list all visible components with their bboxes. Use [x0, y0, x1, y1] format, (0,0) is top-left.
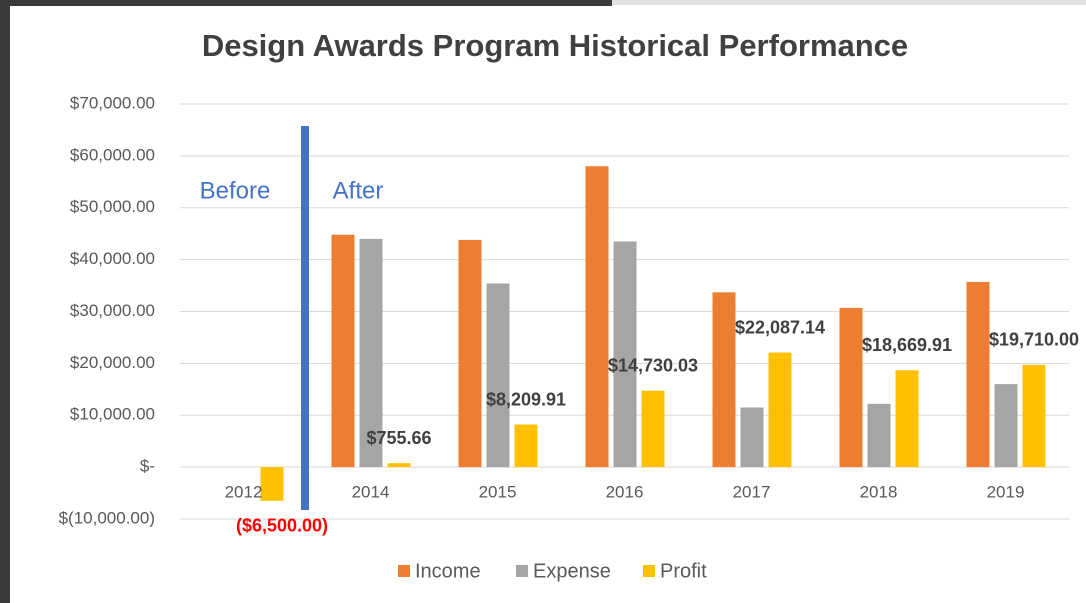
bar	[260, 467, 284, 501]
after-annotation: After	[333, 177, 384, 204]
legend-label: Income	[415, 560, 481, 582]
legend-swatch	[643, 565, 655, 577]
x-tick-label: 2015	[479, 482, 517, 501]
y-tick-label: $40,000.00	[70, 249, 155, 268]
x-tick-label: 2018	[860, 482, 898, 501]
x-tick-label: 2016	[606, 482, 644, 501]
x-tick-label: 2017	[733, 482, 771, 501]
bar	[1022, 364, 1046, 468]
y-tick-label: $30,000.00	[70, 301, 155, 320]
bar	[994, 384, 1018, 468]
y-tick-label: $(10,000.00)	[59, 508, 155, 527]
data-label: $19,710.00	[989, 330, 1079, 350]
legend-swatch	[516, 565, 528, 577]
bar	[514, 424, 538, 468]
data-label: ($6,500.00)	[236, 516, 328, 536]
x-tick-label: 2012	[225, 482, 263, 501]
y-tick-label: $10,000.00	[70, 405, 155, 424]
bar	[387, 463, 411, 468]
y-tick-label: $20,000.00	[70, 353, 155, 372]
x-tick-label: 2014	[352, 482, 390, 501]
legend-label: Expense	[533, 560, 611, 582]
x-tick-label: 2019	[987, 482, 1025, 501]
data-label: $22,087.14	[735, 317, 825, 337]
bar	[867, 403, 891, 468]
data-label: $18,669.91	[862, 335, 952, 355]
y-tick-label: $70,000.00	[70, 93, 155, 112]
top-dark-border	[0, 0, 612, 6]
bar	[458, 239, 482, 468]
bar	[331, 234, 355, 468]
legend: Income Expense Profit	[398, 560, 707, 582]
bar	[895, 370, 919, 468]
bar	[359, 238, 383, 468]
legend-label: Profit	[660, 560, 707, 582]
bar	[839, 307, 863, 468]
bar	[585, 166, 609, 468]
bar	[966, 281, 990, 468]
bar	[712, 292, 736, 468]
left-border	[0, 0, 10, 603]
bars	[260, 166, 1046, 501]
y-tick-label: $-	[140, 457, 155, 476]
bar	[768, 352, 792, 468]
before-annotation: Before	[200, 177, 271, 204]
labels: 2012 ($6,500.00) 2014 $755.66 2015 $8,209.91 2…	[225, 317, 1079, 535]
bar	[641, 390, 665, 468]
data-label: $8,209.91	[486, 389, 566, 409]
chart-title: Design Awards Program Historical Perform…	[202, 28, 908, 63]
data-label: $755.66	[366, 428, 431, 448]
bar	[486, 283, 510, 468]
legend-swatch	[398, 565, 410, 577]
divider-line	[301, 126, 309, 510]
y-tick-label: $60,000.00	[70, 145, 155, 164]
y-tick-label: $50,000.00	[70, 197, 155, 216]
data-label: $14,730.03	[608, 355, 698, 375]
bar	[613, 241, 637, 468]
bar	[740, 407, 764, 468]
